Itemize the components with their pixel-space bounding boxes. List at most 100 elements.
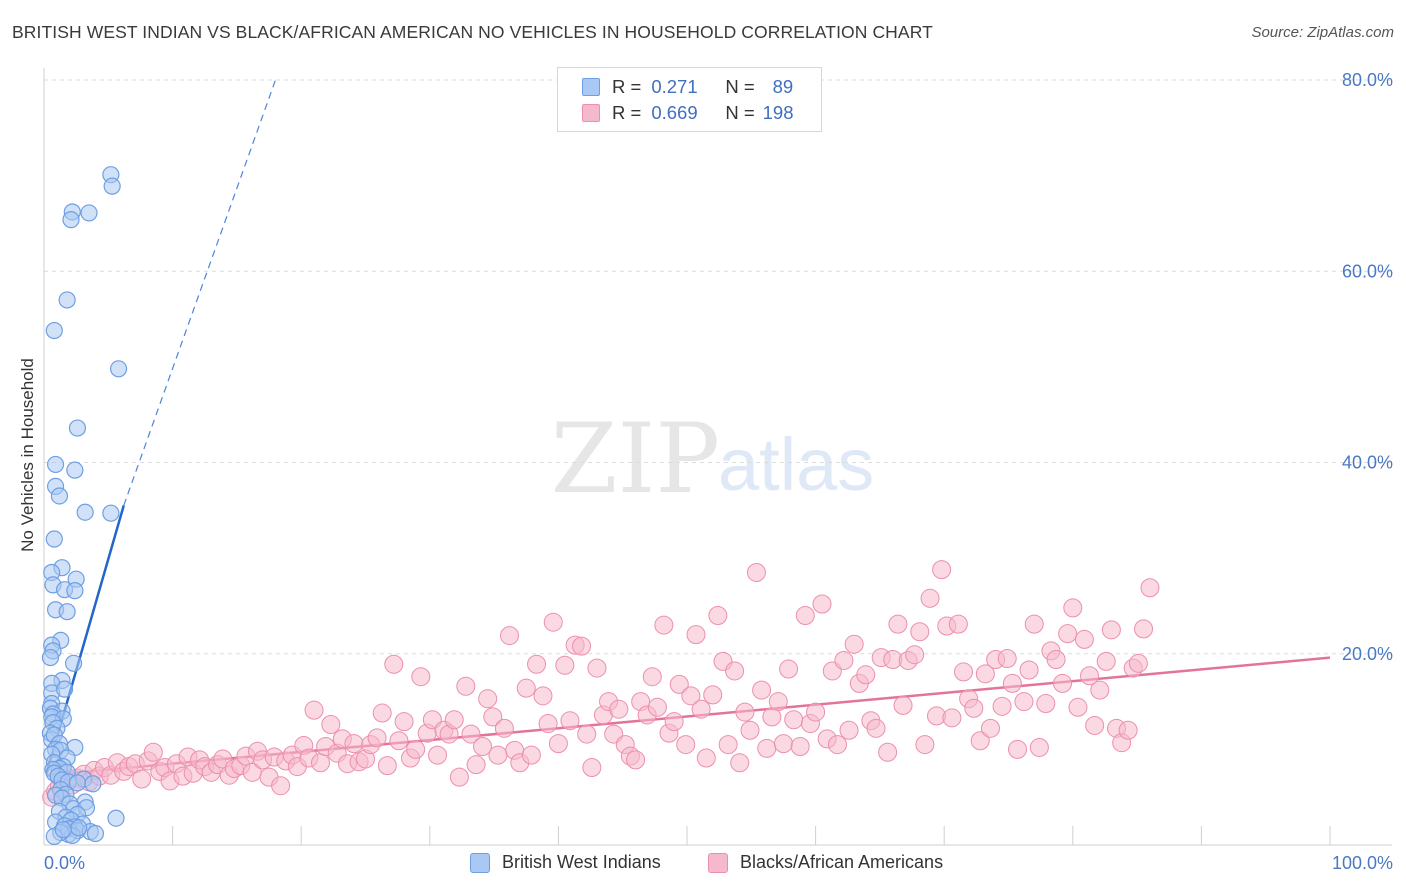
data-point-blacks-african-americans bbox=[708, 606, 728, 625]
data-point-blacks-african-americans bbox=[543, 612, 563, 632]
data-point-blacks-african-americans bbox=[975, 664, 995, 684]
data-point-blacks-african-americans bbox=[444, 710, 464, 730]
data-point-blacks-african-americans bbox=[367, 728, 387, 748]
data-point-blacks-african-americans bbox=[953, 662, 973, 682]
axes bbox=[43, 68, 1392, 846]
data-point-british-west-indians bbox=[58, 291, 76, 309]
data-point-blacks-african-americans bbox=[577, 724, 597, 744]
data-point-blacks-african-americans bbox=[304, 700, 324, 720]
data-point-blacks-african-americans bbox=[856, 665, 876, 685]
data-point-blacks-african-americans bbox=[527, 654, 547, 674]
legend-row-blacks-african-americans: R = 0.669 N = 198 bbox=[582, 101, 794, 125]
data-point-blacks-african-americans bbox=[483, 707, 503, 727]
data-point-blacks-african-americans bbox=[997, 649, 1017, 669]
legend-row-british-west-indians: R = 0.271 N = 89 bbox=[582, 75, 793, 99]
data-point-blacks-african-americans bbox=[768, 692, 788, 712]
legend-n-label: N = bbox=[725, 76, 755, 97]
source-label: Source: ZipAtlas.com bbox=[1251, 24, 1394, 41]
data-point-blacks-african-americans bbox=[642, 667, 662, 687]
trend-line-extension-british-west-indians bbox=[123, 79, 277, 506]
data-point-british-west-indians bbox=[76, 503, 94, 521]
data-point-blacks-african-americans bbox=[790, 737, 810, 757]
data-point-blacks-african-americans bbox=[992, 696, 1012, 716]
data-point-blacks-african-americans bbox=[500, 626, 520, 646]
data-point-blacks-african-americans bbox=[691, 699, 711, 719]
data-point-blacks-african-americans bbox=[1074, 629, 1094, 649]
points-blacks-african-americans bbox=[42, 560, 1160, 807]
y-tick-label: 40.0% bbox=[1342, 453, 1393, 473]
data-point-blacks-african-americans bbox=[1140, 578, 1160, 598]
data-point-blacks-african-americans bbox=[942, 708, 962, 728]
data-point-british-west-indians bbox=[68, 774, 87, 792]
data-point-blacks-african-americans bbox=[1085, 715, 1105, 735]
data-point-blacks-african-americans bbox=[271, 776, 291, 796]
data-point-blacks-african-americans bbox=[964, 698, 984, 718]
data-point-blacks-african-americans bbox=[703, 685, 723, 705]
data-point-blacks-african-americans bbox=[839, 720, 859, 740]
data-point-blacks-african-americans bbox=[143, 742, 163, 762]
data-point-blacks-african-americans bbox=[521, 745, 541, 765]
data-point-blacks-african-americans bbox=[1058, 624, 1078, 644]
data-point-british-west-indians bbox=[109, 360, 128, 378]
data-point-blacks-african-americans bbox=[718, 735, 738, 755]
data-point-british-west-indians bbox=[55, 680, 74, 698]
data-point-blacks-african-americans bbox=[779, 659, 799, 679]
data-point-blacks-african-americans bbox=[372, 703, 392, 723]
data-point-british-west-indians bbox=[62, 211, 80, 229]
bottom-legend-swatch-blue bbox=[470, 852, 490, 873]
legend-swatch-blue bbox=[582, 78, 600, 96]
data-point-british-west-indians bbox=[107, 809, 125, 827]
data-point-blacks-african-americans bbox=[626, 750, 646, 770]
data-point-blacks-african-americans bbox=[572, 636, 592, 656]
data-point-british-west-indians bbox=[45, 321, 63, 340]
data-point-blacks-african-americans bbox=[1008, 739, 1028, 759]
data-point-blacks-african-americans bbox=[735, 702, 755, 722]
data-point-blacks-african-americans bbox=[1128, 653, 1148, 673]
y-tick-label: 20.0% bbox=[1342, 644, 1393, 664]
data-point-blacks-african-americans bbox=[516, 678, 536, 698]
data-point-blacks-african-americans bbox=[428, 745, 448, 765]
data-point-blacks-african-americans bbox=[970, 731, 990, 751]
data-point-british-west-indians bbox=[66, 461, 84, 479]
data-point-blacks-african-americans bbox=[1096, 651, 1116, 671]
data-point-blacks-african-americans bbox=[389, 731, 409, 751]
data-point-british-west-indians bbox=[45, 530, 63, 548]
data-point-british-west-indians bbox=[86, 824, 105, 843]
data-point-blacks-african-americans bbox=[1002, 673, 1022, 693]
watermark-atlas: atlas bbox=[718, 423, 874, 506]
bottom-legend-blacks-african-americans: Blacks/African Americans bbox=[708, 852, 943, 873]
data-point-blacks-african-americans bbox=[773, 734, 793, 754]
data-point-blacks-african-americans bbox=[1090, 680, 1110, 700]
legend-r-label: R = bbox=[612, 76, 642, 97]
data-point-blacks-african-americans bbox=[1101, 620, 1121, 640]
data-point-british-west-indians bbox=[50, 487, 69, 505]
data-point-blacks-african-americans bbox=[1118, 720, 1138, 740]
data-point-blacks-african-americans bbox=[827, 735, 847, 755]
data-point-blacks-african-americans bbox=[1019, 660, 1039, 680]
data-point-blacks-african-americans bbox=[920, 588, 940, 608]
bottom-legend-swatch-pink bbox=[708, 852, 728, 873]
data-point-british-west-indians bbox=[46, 455, 65, 474]
bottom-legend-label: Blacks/African Americans bbox=[740, 852, 944, 872]
data-point-blacks-african-americans bbox=[681, 686, 701, 706]
data-point-blacks-african-americans bbox=[478, 689, 498, 709]
legend-r-label: R = bbox=[612, 102, 642, 123]
grid-lines bbox=[44, 79, 1392, 655]
points-british-west-indians bbox=[41, 166, 128, 845]
data-point-blacks-african-americans bbox=[1134, 619, 1154, 639]
data-point-blacks-african-americans bbox=[696, 748, 716, 768]
data-point-blacks-african-americans bbox=[321, 715, 341, 735]
data-point-blacks-african-americans bbox=[676, 735, 696, 755]
data-point-british-west-indians bbox=[64, 654, 83, 672]
data-point-blacks-african-americans bbox=[1080, 666, 1100, 686]
y-tick-label: 60.0% bbox=[1342, 261, 1393, 281]
bottom-legend-british-west-indians: British West Indians bbox=[470, 852, 661, 873]
legend-n-value: 198 bbox=[762, 102, 794, 123]
data-point-blacks-african-americans bbox=[664, 712, 684, 732]
data-point-blacks-african-americans bbox=[784, 710, 804, 730]
bottom-legend-label: British West Indians bbox=[502, 852, 661, 872]
data-point-british-west-indians bbox=[70, 819, 88, 837]
data-point-blacks-african-americans bbox=[905, 645, 925, 665]
data-point-british-west-indians bbox=[68, 419, 87, 437]
